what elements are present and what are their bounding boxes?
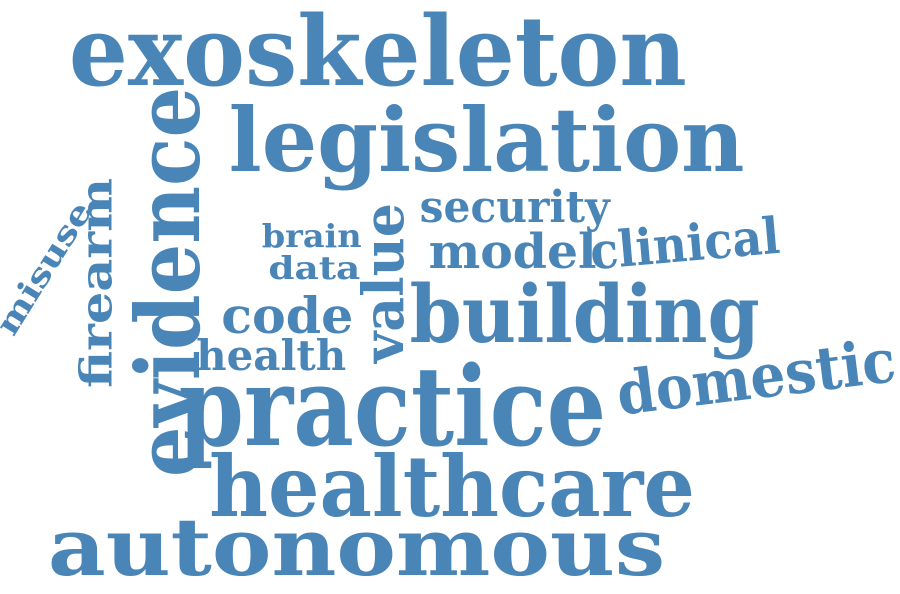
word-autonomous: autonomous xyxy=(48,500,666,594)
word-code: code xyxy=(220,286,353,345)
word-model: model xyxy=(429,224,597,280)
word-brain: brain xyxy=(262,217,362,255)
word-building: building xyxy=(409,267,761,361)
word-security: security xyxy=(419,182,611,233)
word-legislation: legislation xyxy=(229,88,745,192)
word-healthcare: healthcare xyxy=(209,437,695,536)
word-data: data xyxy=(268,249,360,287)
word-value: value xyxy=(350,203,417,363)
word-exoskeleton: exoskeleton xyxy=(69,0,687,108)
word-health: health xyxy=(195,331,347,380)
word-practice: practice xyxy=(178,342,606,471)
